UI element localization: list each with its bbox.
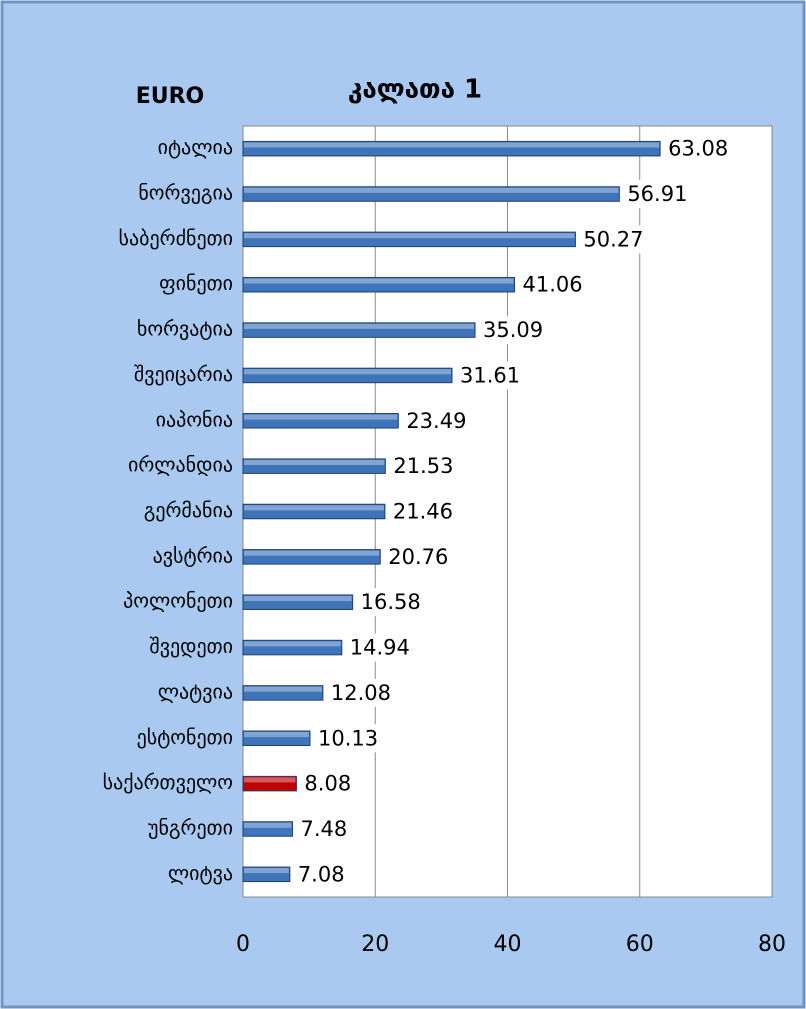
value-label-background [480,316,547,345]
value-label-background [580,225,647,254]
y-tick-label: ავსტრია [153,543,233,567]
value-label: 8.08 [304,772,351,796]
bar [242,367,453,384]
value-label: 31.61 [460,363,520,387]
bar [242,140,661,157]
value-label-background [297,814,351,843]
bar-highlight [244,459,385,465]
bar-highlight [244,641,341,647]
value-label-background [390,452,457,481]
unit-label: EURO [136,84,205,109]
y-tick-label: საბერძნეთი [119,226,233,250]
value-label: 41.06 [523,273,583,297]
y-tick-label: უნგრეთი [148,815,233,839]
y-tick-label: შვედეთი [149,634,233,658]
bar [242,821,293,837]
value-label: 56.91 [627,182,687,206]
bar-highlight [244,686,322,692]
value-label-background [385,542,452,571]
y-tick-label: პოლონეთი [123,589,233,613]
value-label-background [624,180,691,209]
x-tick-label: 60 [626,932,654,957]
y-tick-label: საქართველო [103,770,233,794]
y-tick-label: ხორვატია [137,317,233,341]
bar-highlight [244,323,475,329]
bar [242,322,476,338]
bar [242,685,324,701]
bar-highlight [244,868,289,874]
value-label: 63.08 [668,137,728,161]
y-tick-label: გერმანია [144,498,233,522]
value-label: 21.53 [393,454,453,478]
bar-highlight [244,505,384,511]
x-tick-label: 0 [236,932,250,957]
value-label: 21.46 [393,500,453,524]
bar [242,775,297,792]
bar [242,186,620,202]
value-label-background [457,361,524,390]
bar-highlight [244,187,619,193]
x-tick-label: 20 [361,932,389,957]
y-tick-label: ესტონეთი [137,725,233,749]
x-tick-label: 40 [494,932,522,957]
value-label-background [314,724,382,753]
value-label: 7.48 [300,817,347,841]
bar-highlight [244,233,575,239]
bar [242,231,576,248]
value-label-background [301,769,355,798]
value-label: 7.08 [298,862,345,886]
bar [242,594,354,610]
value-label-background [403,406,470,435]
bar [242,276,516,293]
bar-highlight [244,414,398,420]
bar [242,458,386,474]
y-tick-label: ლიტვა [168,861,233,885]
value-label: 23.49 [406,409,466,433]
value-label: 50.27 [583,227,643,251]
bar [242,730,311,747]
chart-title: კალათა 1 [348,75,482,105]
value-label: 12.08 [331,681,391,705]
y-tick-label: იაპონია [156,407,233,431]
bar-highlight [244,142,660,148]
bar-highlight [244,278,514,284]
value-label: 20.76 [388,545,448,569]
bar [242,866,291,883]
value-label: 10.13 [318,726,378,750]
y-tick-label: ირლანდია [128,453,233,477]
value-label-background [346,633,413,662]
value-label-background [357,588,424,617]
value-label: 35.09 [483,318,543,342]
value-label-background [389,497,457,526]
y-tick-label: ნორვეგია [138,181,233,205]
x-tick-label: 80 [758,932,786,957]
bar [242,503,386,520]
bar-highlight [244,822,292,828]
y-tick-label: ლატვია [158,679,233,703]
y-tick-label: ფინეთი [159,271,233,295]
bar [242,413,399,429]
bar [242,639,343,656]
value-label: 16.58 [361,590,421,614]
value-label: 14.94 [350,636,410,660]
bar-highlight [244,732,309,738]
bar-highlight [244,550,380,556]
value-label-background [665,134,732,163]
bar-highlight [244,777,296,783]
y-tick-label: იტალია [158,135,233,159]
value-label-background [327,678,395,707]
y-tick-label: შვეიცარია [134,362,233,386]
value-label-background [294,860,348,889]
value-label-background [519,270,586,299]
bar [242,549,381,565]
bar-highlight [244,369,452,375]
bar-highlight [244,595,352,602]
